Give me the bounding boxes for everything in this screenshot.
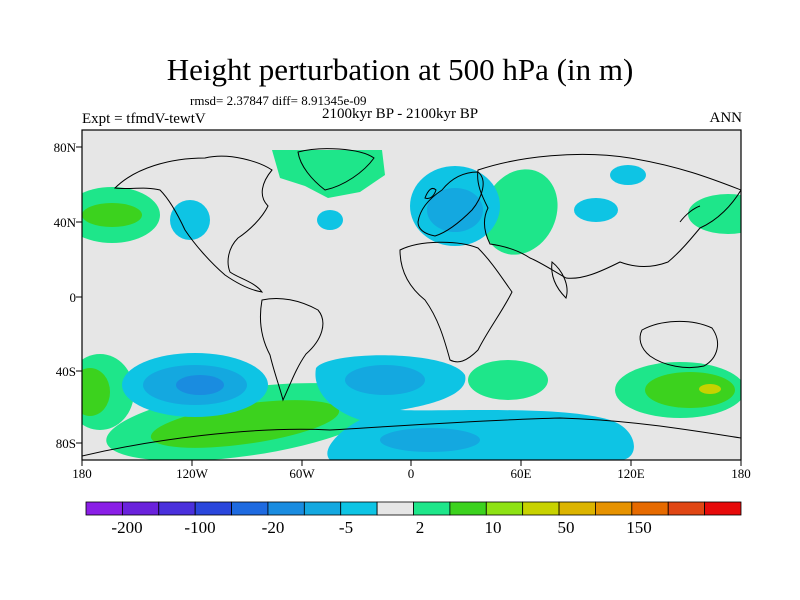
- colorbar-label: -200: [111, 518, 143, 537]
- contour-pos-greenland: [272, 150, 385, 198]
- lon-tick-label: 60E: [510, 466, 532, 481]
- lon-tick-label: 60W: [289, 466, 315, 481]
- colorbar-label: 10: [484, 518, 502, 537]
- lat-tick-label: 80S: [55, 436, 76, 451]
- coast-antarctica: [82, 417, 741, 457]
- contour-pos-north-west-pacific: [688, 194, 741, 234]
- colorbar-swatch: [449, 501, 487, 516]
- colorbar-swatch: [595, 501, 633, 516]
- experiment-label: Expt = tfmdV-tewtV: [82, 111, 206, 127]
- coast-asia: [477, 153, 741, 279]
- coast-australia: [639, 320, 719, 369]
- contour-pos-south-atlantic-east: [468, 360, 548, 400]
- colorbar: [85, 501, 742, 516]
- colorbar-label: -20: [261, 518, 285, 537]
- colorbar-label: 2: [415, 518, 425, 537]
- colorbar-swatch: [485, 501, 524, 516]
- contour-neg-west-siberia: [574, 198, 618, 222]
- contour-neg-south-pacific-core: [176, 375, 224, 395]
- contour-neg-south-atlantic-core: [345, 365, 425, 395]
- colorbar-swatch: [667, 501, 706, 516]
- contour-pos-south-west-core: [82, 368, 110, 416]
- coast-india: [551, 261, 568, 299]
- colorbar-swatch: [522, 501, 560, 516]
- colorbar-swatch: [194, 501, 232, 516]
- rmsd-diff-stats: rmsd= 2.37847 diff= 8.91345e-09: [190, 93, 367, 108]
- coast-japan: [679, 205, 701, 223]
- plot-title: Height perturbation at 500 hPa (in m): [166, 52, 634, 87]
- contour-pos-central-asia: [482, 169, 558, 255]
- colorbar-swatch: [303, 501, 342, 516]
- contour-neg-north-atlantic: [317, 210, 343, 230]
- colorbar-swatch: [121, 501, 160, 516]
- lon-tick-label: 180: [731, 466, 751, 481]
- colorbar-swatch: [85, 501, 123, 516]
- lat-tick-label: 40N: [53, 215, 76, 230]
- colorbar-swatch: [267, 501, 305, 516]
- colorbar-label: 150: [626, 518, 652, 537]
- lon-tick-label: 120E: [617, 466, 645, 481]
- axis-ticks: [76, 146, 742, 466]
- coast-greenland: [297, 148, 375, 191]
- colorbar-label: -100: [184, 518, 216, 537]
- colorbar-swatch: [158, 501, 196, 516]
- colorbar-swatch: [704, 501, 742, 516]
- colorbar-label: -5: [338, 518, 354, 537]
- lat-tick-label: 80N: [53, 140, 76, 155]
- colorbar-label: 50: [557, 518, 575, 537]
- contour-pos-north-pacific-core: [82, 203, 142, 227]
- contour-pos-south-indian-peak: [699, 384, 721, 394]
- contour-pos-south-indian-core: [645, 372, 735, 408]
- coast-north-america: [113, 155, 273, 293]
- colorbar-swatch: [558, 501, 596, 516]
- contour-neg-antarctic-core: [380, 428, 480, 452]
- colorbar-swatch: [231, 501, 269, 516]
- coast-europe: [417, 171, 484, 237]
- lon-tick-label: 180: [72, 466, 92, 481]
- coast-uk: [424, 187, 437, 199]
- lat-tick-label: 0: [69, 290, 77, 305]
- contour-neg-north-america: [170, 200, 210, 240]
- coast-south-america: [259, 297, 324, 402]
- coast-africa: [399, 241, 513, 363]
- contour-fields: [82, 148, 741, 460]
- lat-tick-label: 40S: [55, 364, 76, 379]
- contour-neg-europe-core: [427, 188, 483, 232]
- colorbar-swatch: [340, 501, 378, 516]
- colorbar-swatch: [413, 501, 451, 516]
- colorbar-swatch: [631, 501, 669, 516]
- season-label: ANN: [709, 110, 743, 126]
- lon-tick-label: 0: [407, 466, 415, 481]
- colorbar-swatch: [376, 501, 414, 516]
- coastlines: [82, 148, 741, 457]
- lon-tick-label: 120W: [176, 466, 208, 481]
- period-label: 2100kyr BP - 2100kyr BP: [321, 106, 479, 122]
- contour-pos-north-asia: [610, 165, 646, 185]
